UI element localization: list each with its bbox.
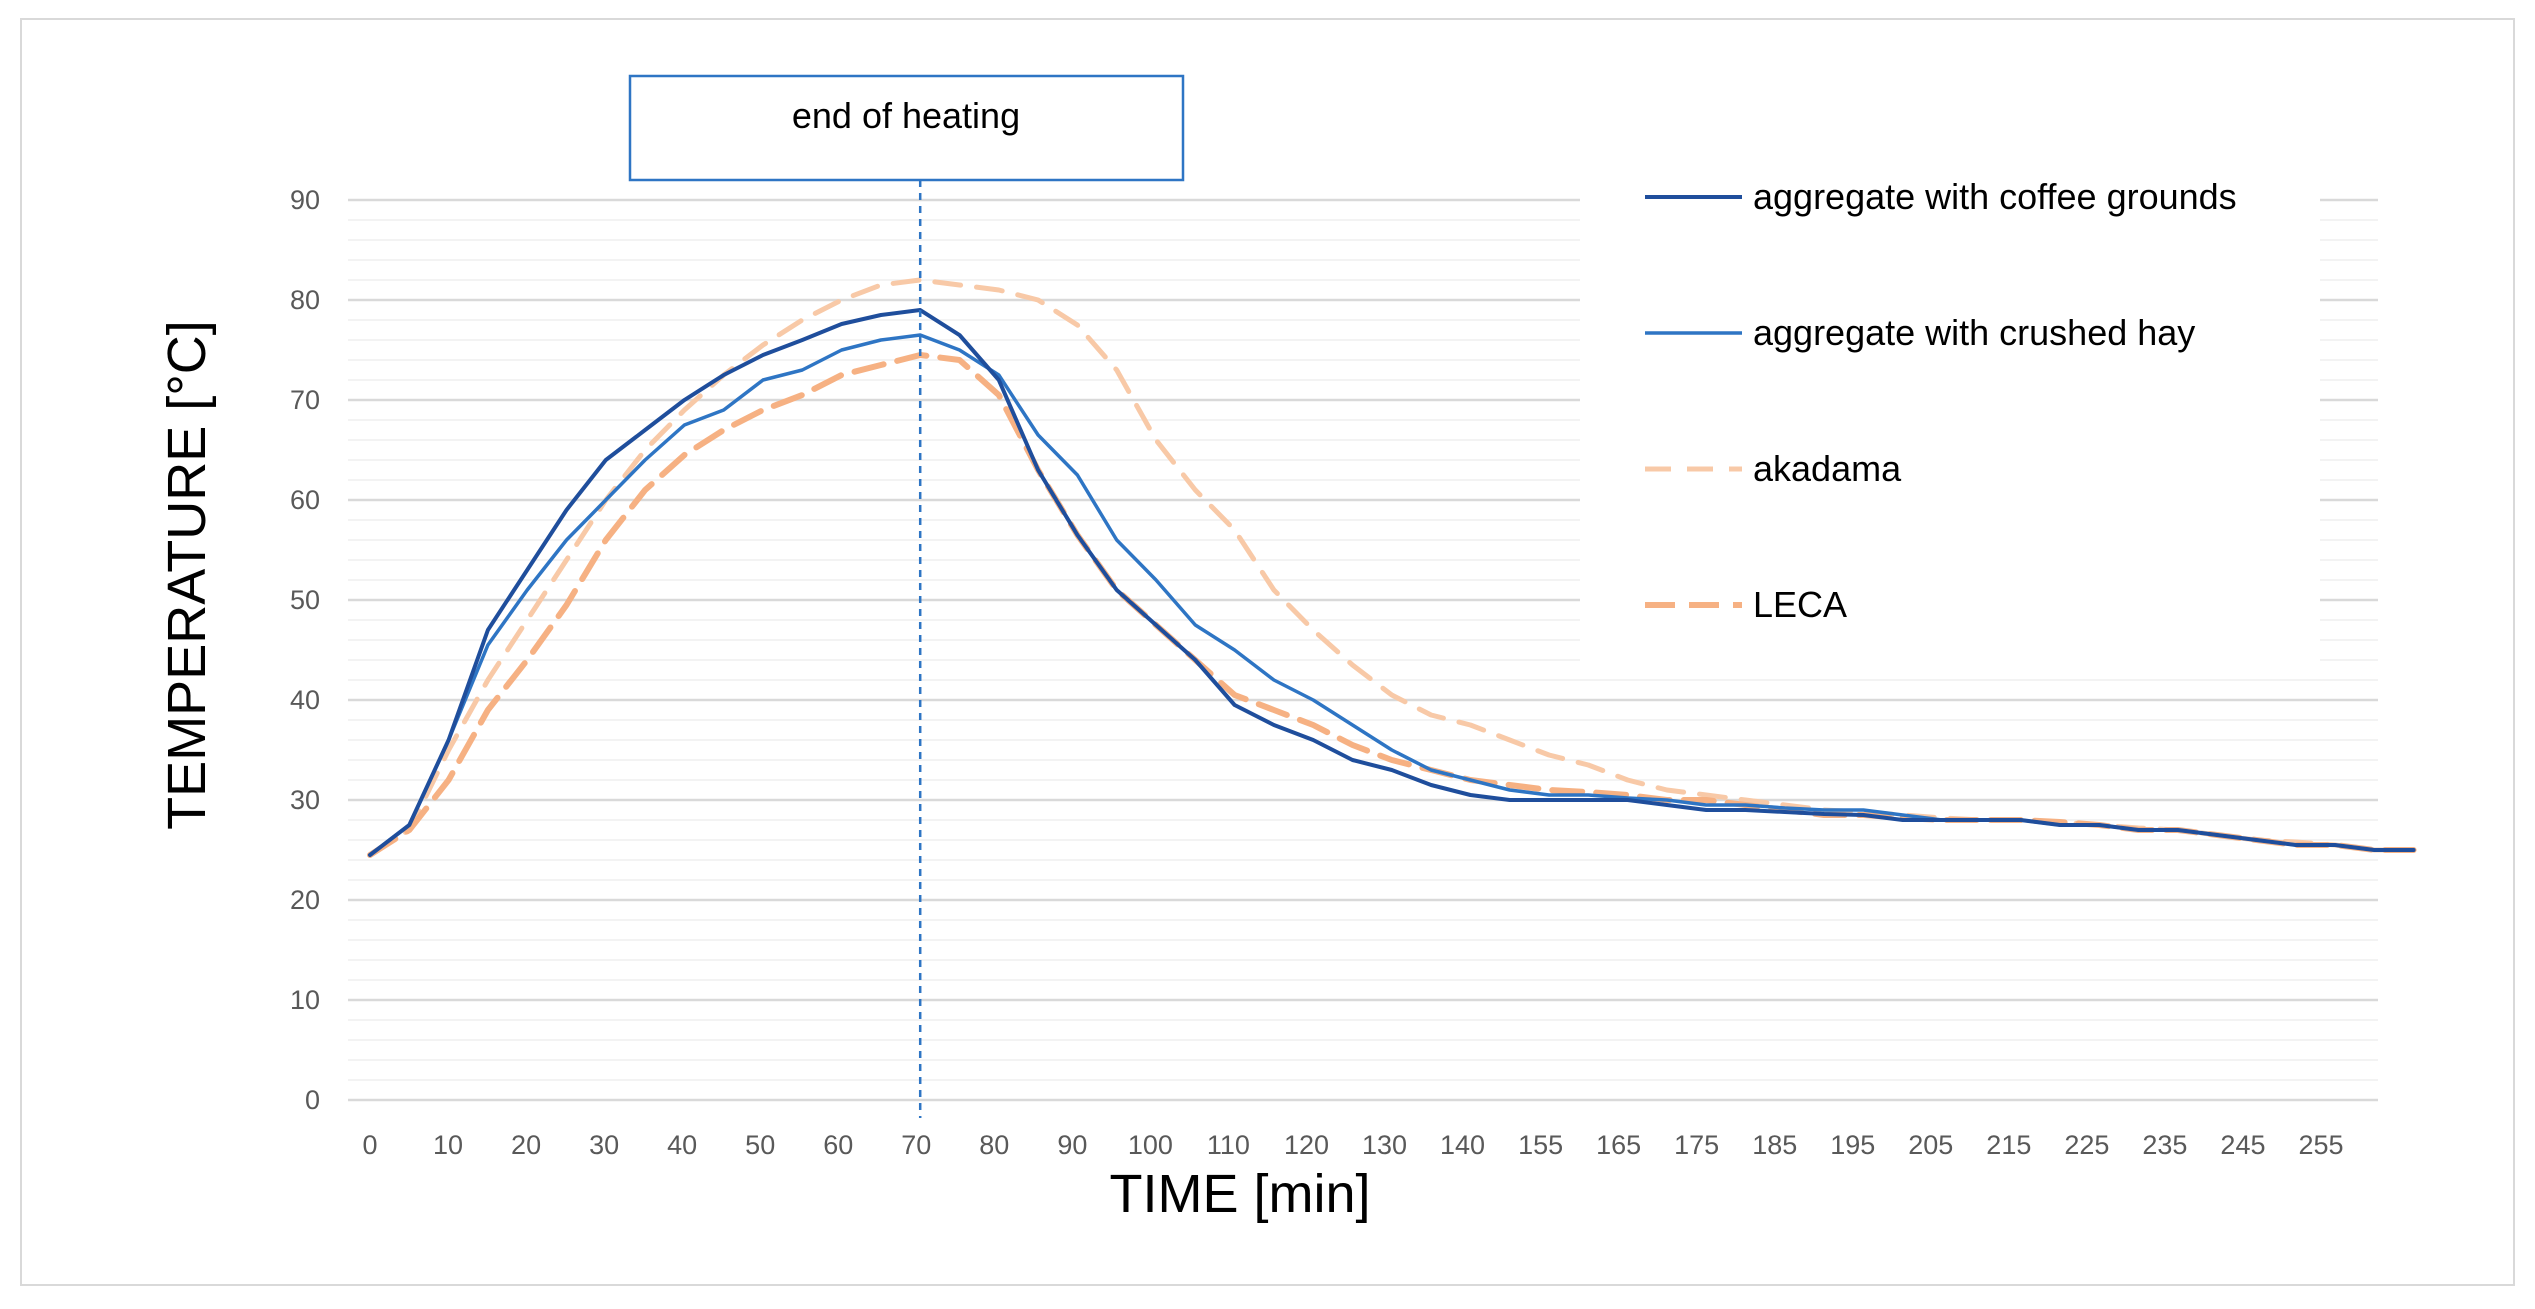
x-tick-label: 20 [511,1130,541,1160]
x-tick-label: 215 [1986,1130,2031,1160]
x-tick-label: 10 [433,1130,463,1160]
y-axis-title: TEMPERATURE [°C] [157,320,217,830]
y-tick-label: 60 [290,485,320,515]
legend: aggregate with coffee grounds aggregate w… [1645,176,2237,625]
series-line-0 [368,308,2416,857]
x-tick-label: 255 [2298,1130,2343,1160]
x-tick-label: 165 [1596,1130,1641,1160]
y-tick-label: 40 [290,685,320,715]
y-tick-label: 30 [290,785,320,815]
legend-label-1: aggregate with crushed hay [1753,312,2195,353]
legend-label-2: akadama [1753,448,1902,489]
x-tick-label: 110 [1207,1130,1250,1160]
x-tick-label: 30 [589,1130,619,1160]
y-tick-label: 90 [290,185,320,215]
x-tick-label: 155 [1518,1130,1563,1160]
y-tick-label: 10 [290,985,320,1015]
y-tick-labels: 0 10 20 30 40 50 60 70 80 90 [290,185,320,1115]
legend-label-0: aggregate with coffee grounds [1753,176,2237,217]
x-tick-label: 175 [1674,1130,1719,1160]
x-tick-label: 235 [2142,1130,2187,1160]
x-tick-label: 80 [979,1130,1009,1160]
end-of-heating-label: end of heating [792,95,1020,136]
x-tick-label: 245 [2220,1130,2265,1160]
series-lines [367,277,2417,858]
end-of-heating-box [628,74,1185,182]
x-tick-labels: 0 10 20 30 40 50 60 70 80 90 100 110 120 130 140 155 165… [362,1130,2343,1160]
grid-lines [348,198,2378,1102]
y-tick-label: 0 [305,1085,320,1115]
x-tick-label: 60 [823,1130,853,1160]
y-tick-label: 20 [290,885,320,915]
x-tick-label: 120 [1284,1130,1329,1160]
y-tick-label: 70 [290,385,320,415]
x-tick-label: 40 [667,1130,697,1160]
end-of-heating-annotation: end of heating [628,74,1185,1118]
x-tick-label: 205 [1908,1130,1953,1160]
x-tick-label: 225 [2064,1130,2109,1160]
series-line-2 [367,277,2417,858]
x-tick-label: 195 [1830,1130,1875,1160]
x-axis-title: TIME [min] [1109,1164,1370,1224]
series-line-3 [367,352,2417,858]
legend-background [1580,170,2320,670]
y-tick-label: 80 [290,285,320,315]
y-tick-label: 50 [290,585,320,615]
x-tick-label: 130 [1362,1130,1407,1160]
x-tick-label: 0 [362,1130,377,1160]
x-tick-label: 100 [1128,1130,1173,1160]
legend-label-3: LECA [1753,584,1847,625]
x-tick-label: 90 [1057,1130,1087,1160]
x-tick-label: 70 [901,1130,931,1160]
x-tick-label: 50 [745,1130,775,1160]
x-tick-label: 140 [1440,1130,1485,1160]
x-tick-label: 185 [1752,1130,1797,1160]
